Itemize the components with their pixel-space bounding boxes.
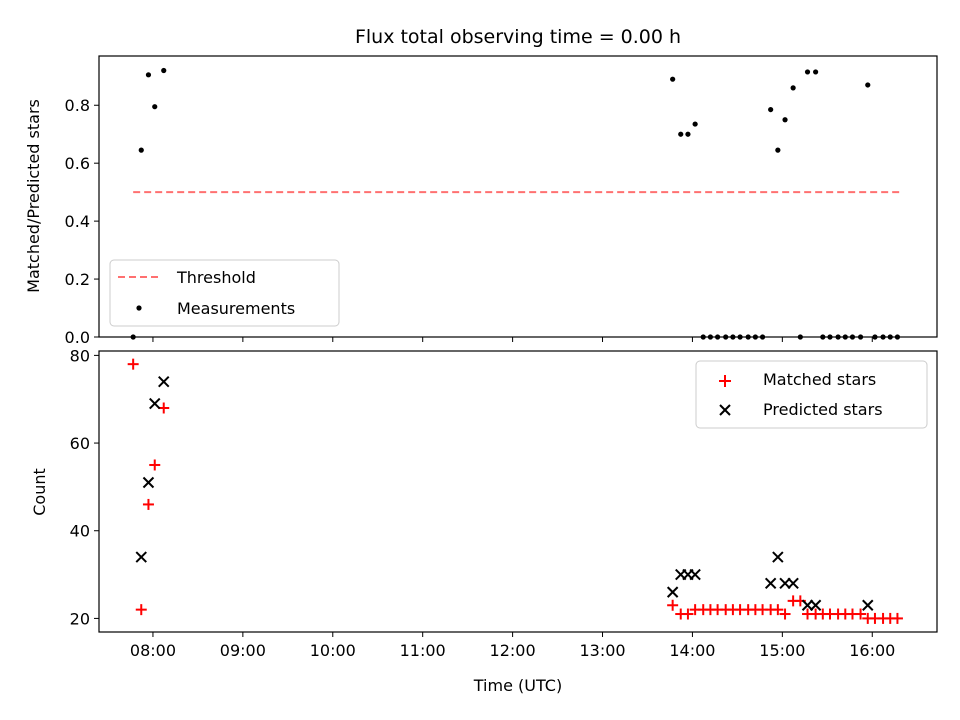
predicted-star-point (779, 577, 791, 590)
x-tick-label: 11:00 (400, 641, 446, 660)
matched-star-point (149, 459, 161, 471)
predicted-star-point (772, 551, 784, 563)
measurement-point (678, 131, 684, 137)
bottom-y-tick-label: 20 (70, 609, 90, 628)
legend-measurements-swatch (136, 305, 142, 311)
measurement-point (813, 69, 819, 75)
measurement-point (152, 104, 158, 110)
measurement-point (145, 72, 152, 78)
predicted-star-point (135, 551, 147, 563)
top-y-tick-label: 0.0 (65, 328, 90, 347)
measurement-point (138, 147, 144, 153)
legend-matched-swatch (719, 375, 731, 387)
chart-title: Flux total observing time = 0.00 h (355, 26, 681, 48)
matched-star-point (142, 498, 154, 510)
matched-star-point (682, 608, 694, 620)
matched-star-point (135, 604, 147, 616)
matched-star-point (667, 599, 679, 611)
matched-star-point (779, 608, 791, 620)
predicted-star-point (862, 599, 874, 611)
legend-matched-label: Matched stars (763, 370, 876, 389)
legend-measurements-label: Measurements (177, 299, 295, 318)
measurement-point (685, 131, 691, 137)
bottom-y-tick-label: 60 (70, 434, 90, 453)
x-axis-label: Time (UTC) (473, 676, 562, 695)
measurement-point (782, 117, 788, 123)
x-tick-label: 13:00 (579, 641, 625, 660)
top-y-tick-label: 0.6 (65, 154, 90, 173)
measurement-point (692, 121, 698, 127)
x-tick-label: 08:00 (130, 641, 176, 660)
measurement-point (790, 85, 796, 91)
top-legend: Threshold Measurements (109, 259, 340, 327)
bottom-axes-frame (98, 350, 938, 633)
bottom-legend-box (695, 360, 928, 429)
legend-predicted-swatch (719, 404, 731, 416)
x-tick-label: 10:00 (310, 641, 356, 660)
measurement-point (768, 106, 774, 113)
predicted-star-point (689, 568, 701, 581)
predicted-star-point (149, 397, 161, 410)
matched-star-point (127, 358, 139, 370)
measurement-point (670, 76, 676, 82)
legend-threshold-label: Threshold (176, 268, 256, 287)
x-tick-label: 14:00 (669, 641, 715, 660)
ratio-panel: Flux total observing time = 0.00 h Match… (24, 26, 938, 347)
predicted-star-point (801, 599, 814, 611)
bottom-y-tick-label: 40 (70, 522, 90, 541)
x-tick-label: 12:00 (490, 641, 536, 660)
top-axes-frame (98, 55, 938, 338)
predicted-star-point (142, 476, 155, 489)
matched-star-point (891, 612, 903, 624)
predicted-star-point (666, 586, 679, 598)
top-legend-box (109, 259, 340, 327)
top-y-tick-label: 0.8 (65, 96, 90, 115)
predicted-star-point (158, 375, 170, 388)
measurement-point (161, 67, 167, 74)
bottom-y-axis-label: Count (30, 468, 49, 516)
bottom-legend: Matched stars Predicted stars (695, 360, 928, 429)
legend-predicted-label: Predicted stars (763, 400, 883, 419)
measurement-point (804, 69, 811, 75)
matched-star-point (855, 608, 867, 620)
measurement-point (775, 147, 781, 153)
count-panel: Count Time (UTC) 20 40 60 80 08:00 09:00 10:00… (30, 346, 938, 695)
bottom-plot-area: 20 40 60 80 08:00 09:00 10:00 11:00 12:00 13:00 14… (70, 346, 903, 660)
x-tick-label: 09:00 (220, 641, 266, 660)
bottom-y-tick-label: 80 (70, 346, 90, 365)
top-y-tick-label: 0.4 (65, 212, 90, 231)
matched-star-point (772, 604, 784, 616)
predicted-star-point (787, 577, 799, 590)
measurement-point (865, 82, 871, 88)
top-y-tick-label: 0.2 (65, 270, 90, 289)
x-tick-label: 16:00 (849, 641, 895, 660)
x-tick-label: 15:00 (759, 641, 805, 660)
predicted-star-point (809, 599, 822, 611)
predicted-star-point (764, 577, 777, 590)
top-y-axis-label: Matched/Predicted stars (24, 99, 43, 293)
